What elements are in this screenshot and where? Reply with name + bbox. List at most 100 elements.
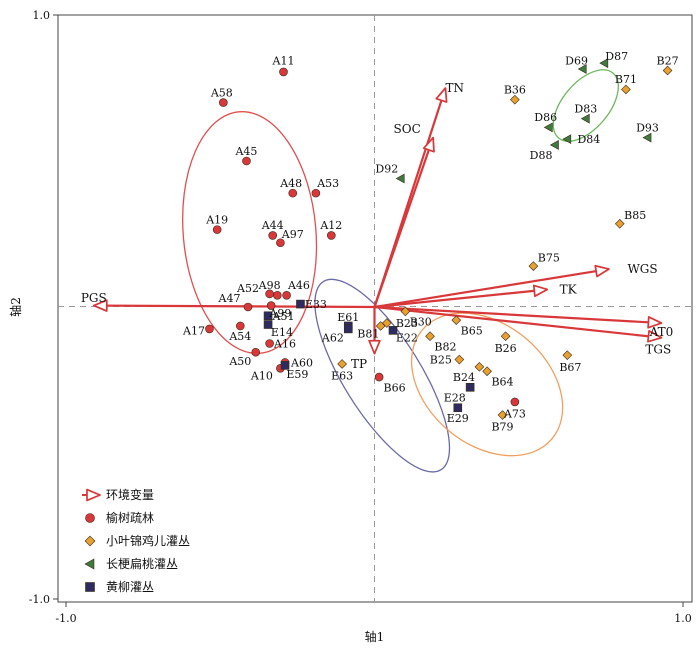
point-e29 [453,403,463,413]
point-label-d84: D84 [577,133,600,146]
point-label-b36: B36 [504,83,526,96]
point-label-b67: B67 [559,361,581,374]
point-a44 [268,231,277,240]
point-label-a54: A54 [228,330,251,343]
point-b71 [621,84,631,95]
point-label-a11: A11 [272,54,295,67]
point-labels: TN SOC WGS TK AT0 TGS TP PGS A11 A58 A45 A48 A53 A19 A… [81,50,679,434]
point-label-a16: A16 [273,338,296,351]
point-label-b23: B23 [396,317,418,330]
point-label-e33: E33 [305,298,327,311]
point-label-e14: E14 [271,326,293,339]
vector-label-at0: AT0 [649,325,674,339]
y-axis-title: 轴2 [8,297,23,317]
point-b30 [400,306,411,317]
point-label-a47: A47 [218,292,241,305]
point-e28 [465,382,475,392]
point-b79 [497,410,508,420]
point-d92 [395,173,405,184]
axes: -1.0 1.0 1.0 -1.0 轴1 轴2 [8,9,692,644]
point-d83 [580,113,590,124]
point-label-b26: B26 [495,342,517,355]
legend-label-d: 长梗扁桃灌丛 [106,556,178,571]
point-label-a98: A98 [258,279,281,292]
point-label-a45: A45 [234,145,257,158]
legend-label-e: 黄柳灌丛 [106,580,154,594]
point-label-a97: A97 [281,228,304,241]
ellipse-group-d [552,69,619,142]
point-a58 [219,98,228,107]
point-label-a10: A10 [250,370,273,383]
point-label-e28: E28 [444,392,466,405]
point-a12 [327,231,336,240]
point-label-b71: B71 [615,73,637,86]
point-label-a46: A46 [287,279,310,292]
point-label-d86: D86 [534,111,557,124]
point-a16 [265,339,274,348]
legend-item-b: 小叶锦鸡儿灌丛 [84,533,190,548]
legend-triangle-icon [84,558,95,570]
legend-label-a: 榆树疏林 [106,510,154,525]
point-a45 [242,156,251,166]
point-label-b82: B82 [434,340,456,353]
vector-pgs [92,299,375,312]
vector-tk [374,284,549,309]
point-e33 [296,299,305,309]
point-label-e61: E61 [337,311,359,324]
point-label-a62: A62 [321,332,344,345]
point-label-b75: B75 [538,251,560,264]
point-d69 [577,64,587,74]
point-label-b25: B25 [430,354,452,367]
point-e14 [263,320,273,329]
ellipse-group-a [181,111,318,355]
legend-item-d: 长梗扁桃灌丛 [84,556,178,571]
point-b24 [474,362,485,372]
point-label-d83: D83 [574,102,597,115]
legend-item-a: 榆树疏林 [85,510,154,525]
point-label-b24: B24 [453,371,475,384]
point-label-b30: B30 [410,316,432,329]
point-label-a44: A44 [261,219,284,232]
point-a51 [263,311,273,321]
point-label-d92: D92 [375,162,398,175]
point-d87 [599,58,609,69]
point-label-e63: E63 [331,370,353,383]
point-a17 [205,324,214,334]
point-label-a52: A52 [236,282,259,295]
point-a99 [266,301,276,310]
legend-square-icon [85,582,95,592]
x-axis-title: 轴1 [365,629,385,644]
point-label-d88: D88 [530,149,553,162]
point-a11 [279,67,288,77]
point-b81 [375,321,386,331]
point-d93 [642,132,652,143]
point-b36 [510,94,520,105]
vector-label-tp: TP [351,357,367,371]
point-a46 [282,291,291,300]
point-a54 [236,321,245,331]
point-label-b66: B66 [384,381,406,394]
point-label-b65: B65 [461,324,483,337]
point-d84 [562,134,572,145]
point-label-d87: D87 [605,50,628,63]
point-label-a48: A48 [279,177,302,190]
ellipse-group-b [410,312,564,457]
vector-at0 [374,305,663,329]
point-b65 [451,315,462,325]
point-a73 [510,397,520,407]
point-label-e29: E29 [447,412,469,425]
point-label-b85: B85 [624,209,646,222]
environmental-vectors [92,87,663,355]
vector-soc [373,136,435,308]
point-label-a50: A50 [228,355,251,368]
point-b64 [482,366,492,377]
point-label-e59: E59 [286,368,308,381]
vector-label-soc: SOC [394,122,421,136]
sample-points [205,58,673,420]
point-label-b79: B79 [491,421,513,434]
vector-label-pgs: PGS [81,291,107,305]
point-a62 [343,324,353,334]
x-tick-label-0: -1.0 [55,612,76,625]
